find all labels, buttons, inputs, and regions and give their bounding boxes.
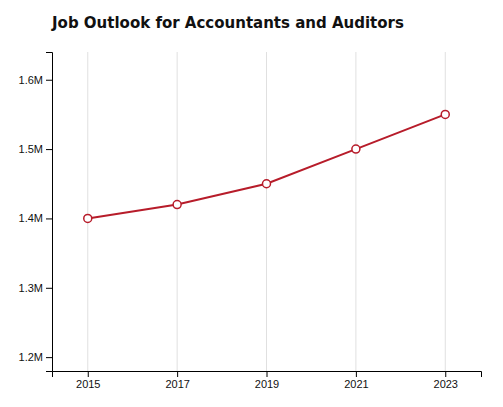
x-tick-mark	[445, 371, 446, 377]
x-tick-label: 2021	[344, 378, 368, 390]
y-tick-mark	[46, 288, 52, 289]
y-tick-label: 1.4M	[19, 212, 43, 224]
marker	[84, 214, 92, 222]
x-tick: 2017	[165, 371, 189, 390]
x-tick-label: 2017	[165, 378, 189, 390]
marker	[263, 180, 271, 188]
y-tick: 1.5M	[19, 143, 52, 155]
marker	[441, 110, 449, 118]
y-tick-label: 1.5M	[19, 143, 43, 155]
x-tick-mark	[267, 371, 268, 377]
y-tick-label: 1.6M	[19, 74, 43, 86]
x-tick-mark	[356, 371, 357, 377]
y-tick-label: 1.3M	[19, 282, 43, 294]
y-tick-mark	[46, 149, 52, 150]
y-tick: 1.4M	[19, 212, 52, 224]
x-tick-mark	[88, 371, 89, 377]
grid	[88, 52, 446, 371]
y-tick-mark	[46, 218, 52, 219]
x-tick: 2019	[255, 371, 279, 390]
grid-line	[445, 52, 446, 371]
y-axis: 1.2M 1.3M 1.4M 1.5M 1.6M	[19, 53, 53, 372]
grid-line	[87, 52, 88, 371]
y-axis-line	[46, 53, 53, 372]
line	[88, 114, 446, 218]
x-axis-line	[53, 372, 482, 378]
y-tick: 1.2M	[19, 351, 52, 363]
x-tick: 2015	[76, 371, 100, 390]
x-tick: 2021	[344, 371, 368, 390]
y-tick-mark	[46, 80, 52, 81]
x-tick: 2023	[434, 371, 458, 390]
y-tick-mark	[46, 357, 52, 358]
x-axis: 2015 2017 2019 2021 2023	[53, 371, 482, 390]
chart: 2015 2017 2019 2021 2023 1.2M 1.3M 1.4M 1.5M 1.6M…	[0, 0, 503, 407]
plot-area: 2015 2017 2019 2021 2023 1.2M 1.3M 1.4M 1.5M 1.6M	[19, 52, 482, 390]
grid-line	[355, 52, 356, 371]
title: Job Outlook for Accountants and Auditors	[51, 14, 404, 32]
y-tick: 1.6M	[19, 74, 52, 86]
grid-line	[266, 52, 267, 371]
x-tick-label: 2015	[76, 378, 100, 390]
x-tick-mark	[177, 371, 178, 377]
marker	[173, 201, 181, 209]
y-tick-label: 1.2M	[19, 351, 43, 363]
grid-line	[177, 52, 178, 371]
series	[84, 110, 450, 222]
y-tick: 1.3M	[19, 282, 52, 294]
x-tick-label: 2019	[255, 378, 279, 390]
marker	[352, 145, 360, 153]
x-tick-label: 2023	[434, 378, 458, 390]
